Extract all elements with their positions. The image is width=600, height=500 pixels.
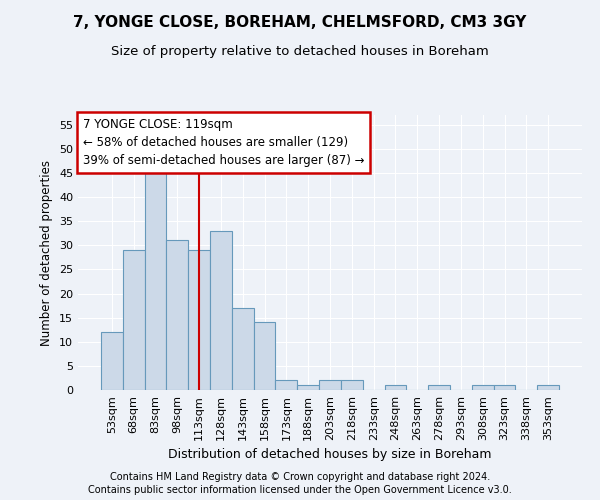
Bar xyxy=(275,380,297,390)
Y-axis label: Number of detached properties: Number of detached properties xyxy=(40,160,53,346)
Bar xyxy=(210,231,232,390)
Bar xyxy=(188,250,210,390)
Bar xyxy=(297,385,319,390)
Bar xyxy=(537,385,559,390)
Bar xyxy=(472,385,494,390)
Bar xyxy=(166,240,188,390)
Text: 7 YONGE CLOSE: 119sqm
← 58% of detached houses are smaller (129)
39% of semi-det: 7 YONGE CLOSE: 119sqm ← 58% of detached … xyxy=(83,118,365,167)
Text: Contains public sector information licensed under the Open Government Licence v3: Contains public sector information licen… xyxy=(88,485,512,495)
Bar xyxy=(385,385,406,390)
Bar xyxy=(494,385,515,390)
Text: 7, YONGE CLOSE, BOREHAM, CHELMSFORD, CM3 3GY: 7, YONGE CLOSE, BOREHAM, CHELMSFORD, CM3… xyxy=(73,15,527,30)
X-axis label: Distribution of detached houses by size in Boreham: Distribution of detached houses by size … xyxy=(168,448,492,462)
Bar xyxy=(319,380,341,390)
Bar xyxy=(341,380,363,390)
Bar xyxy=(145,173,166,390)
Bar xyxy=(123,250,145,390)
Bar xyxy=(254,322,275,390)
Bar xyxy=(101,332,123,390)
Text: Contains HM Land Registry data © Crown copyright and database right 2024.: Contains HM Land Registry data © Crown c… xyxy=(110,472,490,482)
Text: Size of property relative to detached houses in Boreham: Size of property relative to detached ho… xyxy=(111,45,489,58)
Bar xyxy=(232,308,254,390)
Bar xyxy=(428,385,450,390)
